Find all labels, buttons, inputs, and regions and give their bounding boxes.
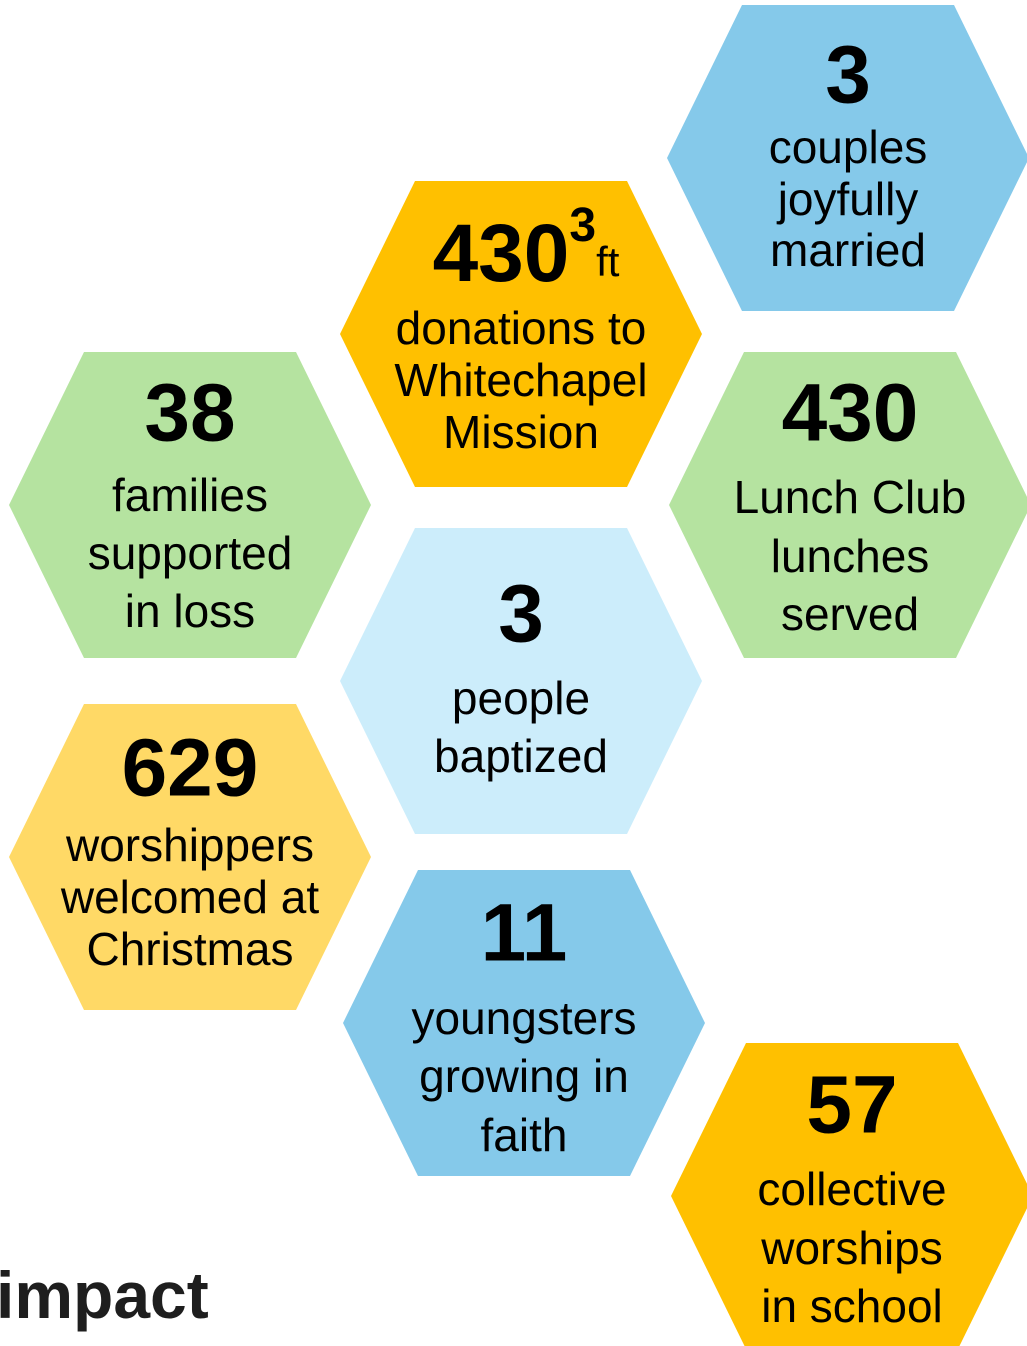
stat-description: worships	[760, 1222, 943, 1274]
hexagon-shape	[667, 5, 1027, 311]
stat-description: baptized	[434, 730, 608, 782]
hexagon: 3 people baptized	[340, 528, 702, 834]
hexagon-shape	[340, 528, 702, 834]
stat-number: 629	[122, 723, 259, 814]
stat-description: served	[781, 588, 919, 640]
hexagon-shape	[343, 870, 705, 1176]
stat-description: faith	[481, 1109, 568, 1161]
hexagon-shape	[9, 704, 371, 1010]
stat-description: collective	[757, 1163, 946, 1215]
stat-unit: ft	[596, 238, 620, 285]
stat-description: donations to	[396, 302, 647, 354]
stat-superscript: 3	[569, 199, 596, 252]
hexagon-shape	[340, 181, 702, 487]
stat-number: 11	[481, 888, 568, 979]
stat-number: 430	[782, 368, 919, 459]
hexagon: 11 youngsters growing in faith	[343, 870, 705, 1176]
hexagon-shape	[671, 1043, 1027, 1346]
stat-number: 57	[806, 1060, 897, 1151]
stat-description: joyfully	[776, 173, 919, 225]
hexagon: 57 collective worships in school	[671, 1043, 1027, 1346]
stat-description: Mission	[443, 406, 599, 458]
stat-description: worshippers	[65, 819, 314, 871]
stat-description: supported	[88, 527, 293, 579]
stat-description: people	[452, 672, 590, 724]
hexagon: 430 Lunch Club lunches served	[669, 352, 1027, 658]
stat-description: welcomed at	[60, 871, 319, 923]
stat-number-value: 430	[433, 208, 570, 299]
stat-description: growing in	[419, 1050, 629, 1102]
stat-number: 38	[144, 368, 235, 459]
stat-number: 3	[825, 30, 871, 121]
stat-description: in school	[761, 1280, 943, 1332]
stat-description: Whitechapel	[394, 354, 647, 406]
stat-description: youngsters	[411, 992, 636, 1044]
stat-number: 4303ft	[433, 199, 620, 299]
stat-description: Lunch Club	[734, 471, 967, 523]
hexagon-shape	[9, 352, 371, 658]
stat-description: lunches	[771, 530, 930, 582]
stat-description: in loss	[125, 585, 255, 637]
hexagon: 38 families supported in loss	[9, 352, 371, 658]
stat-description: couples	[769, 121, 928, 173]
footer-title: impact	[0, 1258, 209, 1332]
stat-description: married	[770, 224, 926, 276]
stat-description: Christmas	[86, 923, 293, 975]
stat-number: 3	[498, 569, 544, 660]
stat-description: families	[112, 469, 268, 521]
hexagon-shape	[669, 352, 1027, 658]
